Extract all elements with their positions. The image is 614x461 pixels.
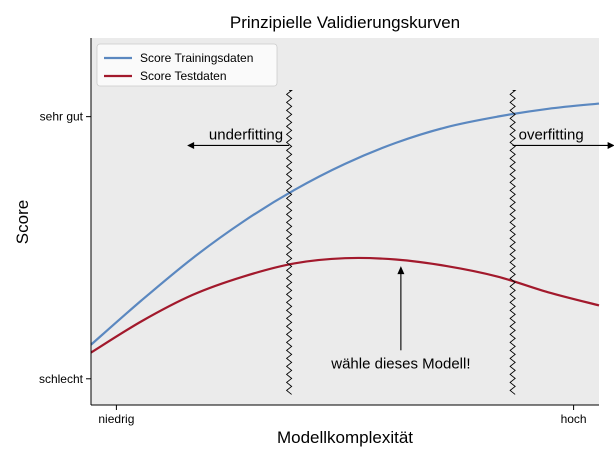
annotation-choose-model-label: wähle dieses Modell!	[330, 355, 470, 372]
series-line-training	[90, 102, 600, 346]
annotation-up: wähle dieses Modell!	[330, 266, 471, 372]
annotation-left: underfitting	[187, 126, 290, 149]
x-tick-label: niedrig	[98, 412, 134, 426]
legend-entry-label: Score Testdaten	[140, 69, 227, 83]
annotations-layer: underfitting overfitting wähle dieses Mode…	[187, 126, 614, 372]
y-tick-label: sehr gut	[40, 110, 84, 124]
annotation-right: overfitting	[512, 126, 614, 149]
x-tick-label: hoch	[561, 412, 587, 426]
y-axis-label: Score	[13, 200, 32, 244]
y-tick-label: schlecht	[39, 372, 84, 386]
x-axis-label: Modellkomplexität	[277, 428, 413, 447]
boundaries-layer	[285, 89, 517, 395]
annotation-left-label: underfitting	[209, 126, 283, 143]
legend-box	[96, 43, 278, 87]
curves-layer	[90, 102, 600, 354]
zigzag-boundary-2	[509, 89, 517, 395]
zigzag-boundary-1	[285, 89, 293, 395]
annotation-right-label: overfitting	[519, 126, 584, 143]
legend-entry-label: Score Trainingsdaten	[140, 51, 253, 65]
series-line-test	[90, 256, 600, 354]
legend: Score Trainingsdaten Score Testdaten	[96, 43, 278, 87]
axes-layer: schlecht sehr gut niedrig hoch	[39, 38, 599, 426]
plot-background	[91, 38, 599, 405]
chart-title: Prinzipielle Validierungskurven	[230, 13, 460, 32]
